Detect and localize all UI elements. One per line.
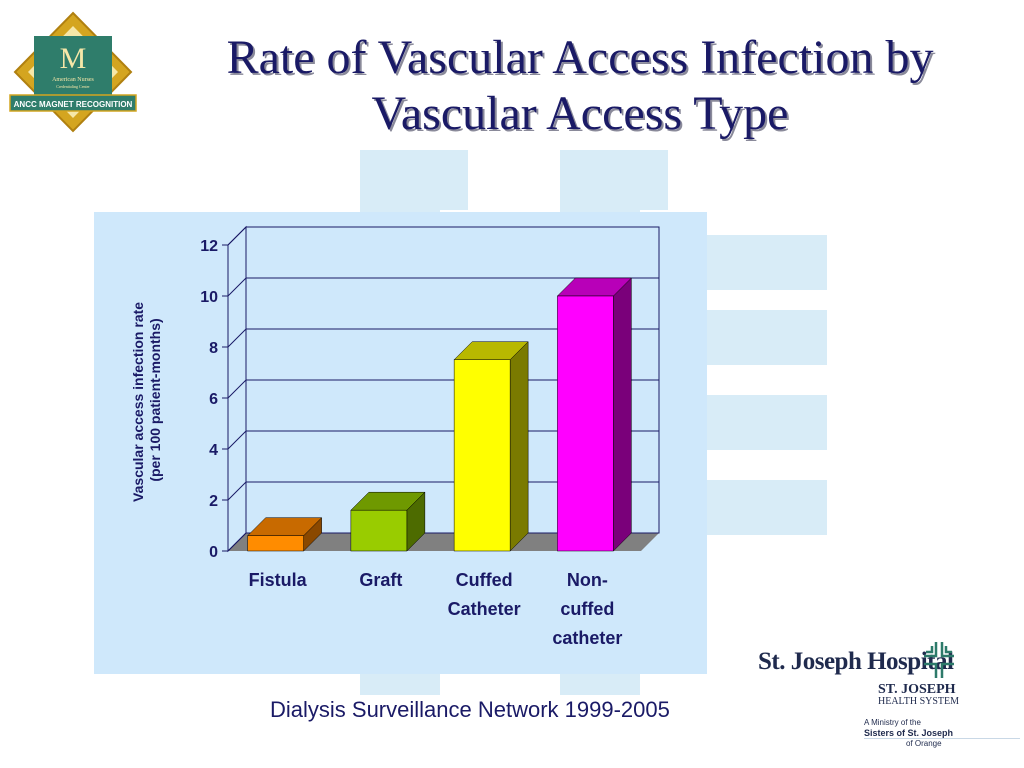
y-tick-label: 0 xyxy=(209,544,218,561)
chart-floor xyxy=(228,533,659,551)
magnet-letter: M xyxy=(60,42,87,75)
magnet-line1: American Nurses xyxy=(52,77,94,83)
ministry-line2: Sisters of St. Joseph xyxy=(864,728,954,738)
bar-front xyxy=(350,509,408,552)
y-tick-label: 4 xyxy=(209,442,218,459)
st-joseph-hospital-logo: St. Joseph Hospital ST. JOSEPH HEALTH SY… xyxy=(750,636,1020,761)
title-line1: Rate of Vascular Access Infection by xyxy=(226,31,934,84)
y-tick-label: 2 xyxy=(209,493,218,510)
slide-title: Rate of Vascular Access Infection by Vas… xyxy=(140,30,1020,142)
x-tick-label: Cuffed Catheter xyxy=(448,570,521,619)
x-tick-label: Graft xyxy=(359,570,402,590)
system-line1: ST. JOSEPH xyxy=(878,682,956,697)
bar xyxy=(556,277,632,552)
x-tick-label: Non-cuffed catheter xyxy=(552,570,622,648)
logo-divider xyxy=(864,738,1020,739)
bar-side xyxy=(613,277,632,552)
y-axis-label-line1: Vascular access infection rate xyxy=(130,302,146,502)
bar-side xyxy=(509,341,529,552)
magnet-line2: Credentialing Center xyxy=(56,84,90,89)
y-tick-label: 10 xyxy=(200,289,218,306)
source-note: Dialysis Surveillance Network 1999-2005 xyxy=(270,697,670,722)
bar-front xyxy=(557,295,614,552)
y-tick-label: 6 xyxy=(209,391,218,408)
y-tick-label: 8 xyxy=(209,340,218,357)
magnet-recognition-logo: M American Nurses Credentialing Center A… xyxy=(9,11,137,133)
ministry-line1: A Ministry of the xyxy=(864,718,921,727)
gridline xyxy=(227,328,659,348)
gridline xyxy=(227,277,659,297)
x-axis-labels: Fistula Graft Cuffed Catheter Non-cuffed cath… xyxy=(249,570,623,648)
gridline xyxy=(227,226,659,246)
ministry-line3: of Orange xyxy=(906,739,942,748)
hospital-name: St. Joseph Hospital xyxy=(758,648,954,675)
bar-front xyxy=(453,359,511,552)
y-axis-ticks: 0 2 4 6 8 10 12 xyxy=(200,238,229,561)
y-tick-label: 12 xyxy=(200,238,218,255)
bar xyxy=(350,491,426,552)
y-axis-label-line2: (per 100 patient-months) xyxy=(147,318,163,481)
y-axis-label: Vascular access infection rate (per 100 … xyxy=(130,298,163,502)
chart-bars xyxy=(247,277,632,552)
bar-front xyxy=(247,535,304,552)
bar xyxy=(453,341,529,552)
bar xyxy=(247,517,323,552)
title-line2: Vascular Access Type xyxy=(371,87,789,140)
cross-icon xyxy=(924,642,954,678)
x-tick-label: Fistula xyxy=(249,570,308,590)
magnet-banner: ANCC MAGNET RECOGNITION xyxy=(14,100,133,109)
system-line2: HEALTH SYSTEM xyxy=(878,696,960,707)
